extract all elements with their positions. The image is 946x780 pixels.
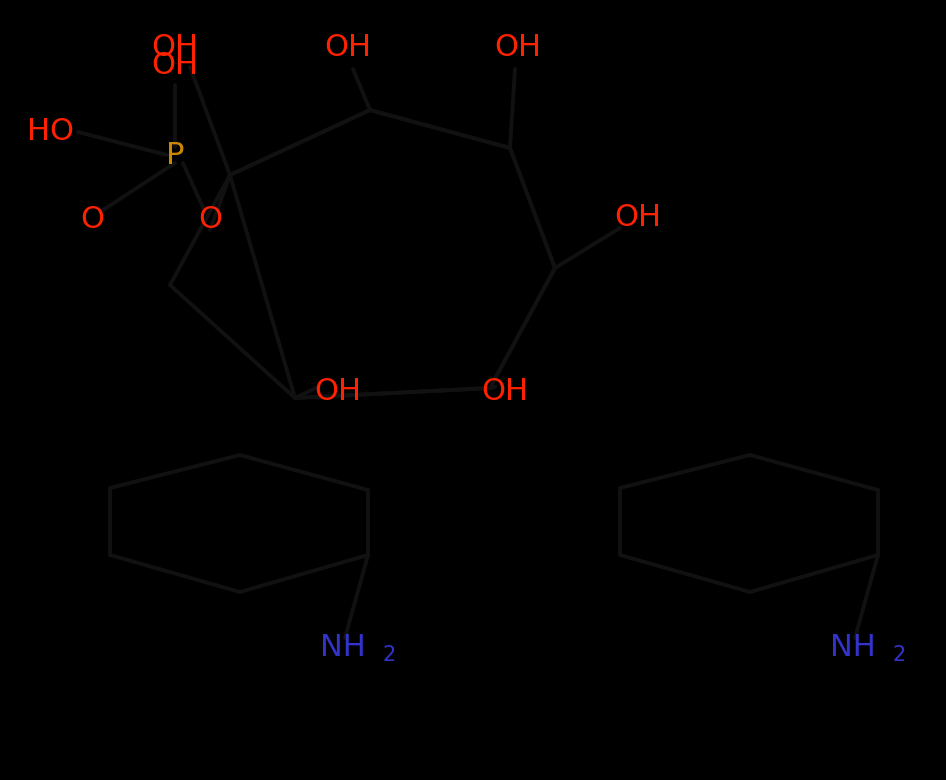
Text: NH: NH bbox=[321, 633, 366, 662]
Text: P: P bbox=[166, 140, 184, 169]
Text: OH: OH bbox=[151, 33, 199, 62]
Text: O: O bbox=[198, 205, 222, 235]
Text: OH: OH bbox=[615, 204, 661, 232]
Text: OH: OH bbox=[314, 378, 361, 406]
Text: OH: OH bbox=[324, 33, 372, 62]
Text: OH: OH bbox=[151, 51, 199, 80]
Text: 2: 2 bbox=[382, 645, 395, 665]
Text: OH: OH bbox=[495, 33, 541, 62]
Text: 2: 2 bbox=[892, 645, 905, 665]
Text: HO: HO bbox=[26, 118, 74, 147]
Text: OH: OH bbox=[482, 378, 529, 406]
Text: NH: NH bbox=[831, 633, 876, 662]
Text: O: O bbox=[80, 205, 104, 235]
